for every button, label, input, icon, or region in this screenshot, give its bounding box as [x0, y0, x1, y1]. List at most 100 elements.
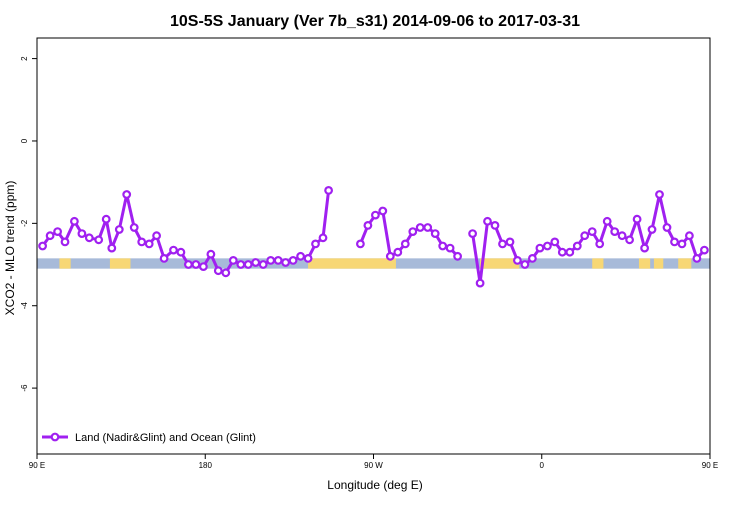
- data-point: [251, 258, 261, 267]
- data-point: [625, 235, 634, 245]
- data-point: [685, 231, 694, 241]
- land-span: [308, 258, 374, 269]
- data-point: [273, 256, 283, 265]
- series-layer: [38, 185, 709, 288]
- data-point: [430, 229, 440, 239]
- data-point: [565, 247, 575, 257]
- data-point: [176, 247, 186, 257]
- data-point: [318, 233, 328, 243]
- data-point: [303, 253, 313, 263]
- land-span: [109, 258, 131, 269]
- data-point: [632, 214, 642, 224]
- land-span: [480, 258, 520, 269]
- data-point: [122, 190, 132, 199]
- data-point: [692, 253, 702, 263]
- y-tick-label: 2: [20, 56, 29, 61]
- data-point: [107, 243, 117, 253]
- data-point: [94, 235, 104, 245]
- data-point: [324, 185, 334, 195]
- data-point: [670, 237, 679, 247]
- data-point: [266, 256, 276, 265]
- data-point: [221, 268, 231, 278]
- data-point: [84, 233, 94, 243]
- data-point: [498, 239, 507, 249]
- data-point: [311, 239, 320, 249]
- data-point: [595, 239, 605, 249]
- data-point: [475, 278, 485, 288]
- land-ocean-strip: [37, 258, 710, 269]
- x-tick-label: 90 E: [702, 461, 718, 470]
- data-point: [535, 243, 545, 253]
- data-point: [356, 239, 365, 249]
- data-point: [453, 251, 463, 261]
- data-point: [400, 239, 410, 249]
- data-point: [438, 241, 448, 251]
- data-point: [258, 260, 268, 269]
- x-tick-label: 0: [540, 461, 545, 470]
- y-tick-label: -2: [20, 219, 29, 227]
- data-point: [572, 241, 582, 251]
- data-point: [640, 243, 649, 253]
- data-point: [288, 256, 298, 265]
- y-tick-label: -6: [20, 384, 29, 392]
- data-point: [169, 245, 178, 255]
- legend-marker: [50, 432, 60, 442]
- x-tick-label: 90 W: [364, 461, 383, 470]
- data-point: [543, 241, 552, 251]
- data-point: [557, 247, 567, 257]
- data-point: [45, 231, 55, 241]
- x-tick-label: 180: [199, 461, 213, 470]
- data-point: [385, 251, 395, 261]
- data-point: [483, 216, 492, 226]
- data-point: [53, 227, 62, 237]
- x-tick-label: 90 E: [29, 461, 45, 470]
- chart-title: 10S-5S January (Ver 7b_s31) 2014-09-06 t…: [170, 13, 580, 30]
- data-point: [114, 225, 124, 234]
- data-point: [408, 227, 418, 237]
- y-tick-label: -4: [20, 302, 29, 310]
- data-point: [183, 260, 193, 269]
- data-point: [513, 256, 522, 265]
- data-point: [236, 260, 246, 269]
- data-point: [647, 225, 657, 234]
- land-span: [653, 258, 664, 269]
- data-point: [206, 249, 216, 259]
- legend: Land (Nadir&Glint) and Ocean (Glint): [42, 432, 256, 444]
- y-axis-label: XCO2 - MLO trend (ppm): [3, 181, 17, 316]
- data-point: [662, 223, 672, 232]
- data-point: [101, 214, 111, 224]
- data-point: [371, 210, 380, 220]
- data-point: [602, 216, 612, 226]
- data-point: [490, 220, 500, 230]
- data-point: [520, 260, 530, 269]
- plot-frame: [36, 37, 711, 455]
- data-point: [77, 229, 87, 239]
- data-point: [655, 190, 664, 199]
- data-point: [69, 216, 79, 226]
- data-point: [137, 237, 147, 247]
- x-axis-label: Longitude (deg E): [327, 478, 422, 492]
- data-point: [528, 253, 537, 263]
- data-point: [60, 237, 70, 247]
- land-span: [638, 258, 651, 269]
- data-point: [243, 260, 253, 269]
- y-tick-label: 0: [20, 138, 29, 143]
- land-span: [592, 258, 604, 269]
- legend-label: Land (Nadir&Glint) and Ocean (Glint): [75, 432, 256, 444]
- data-point: [505, 237, 515, 247]
- data-point: [677, 239, 687, 249]
- land-span: [678, 258, 692, 269]
- land-span: [59, 258, 71, 269]
- data-point: [363, 220, 373, 230]
- data-point: [550, 237, 560, 247]
- data-point: [423, 223, 433, 232]
- data-point: [38, 241, 47, 251]
- data-point: [228, 256, 238, 265]
- data-point: [144, 239, 154, 249]
- data-point: [610, 227, 620, 237]
- data-point: [152, 231, 162, 241]
- data-point: [700, 245, 709, 255]
- data-point: [378, 206, 388, 216]
